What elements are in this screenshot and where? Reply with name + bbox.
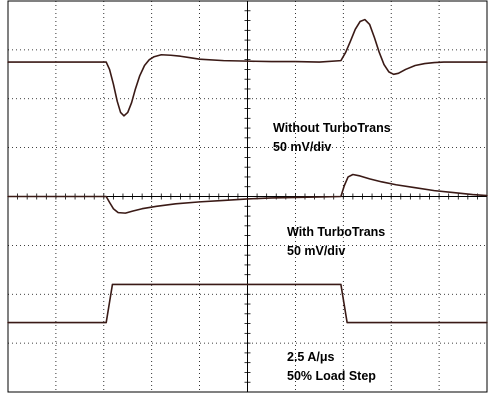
traces (7, 18, 488, 324)
trace-0 (7, 18, 488, 117)
trace-2 (7, 283, 488, 324)
annotation-with-turbotrans-line2: 50 mV/div (287, 244, 345, 258)
annotation-without-turbotrans-line1: Without TurboTrans (273, 121, 391, 135)
annotation-load-step-line1: 2.5 A/μs (287, 350, 335, 364)
annotation-with-turbotrans-line1: With TurboTrans (287, 225, 385, 239)
trace-1 (7, 173, 488, 214)
annotation-load-step-line2: 50% Load Step (287, 369, 376, 383)
annotation-without-turbotrans-line2: 50 mV/div (273, 140, 331, 154)
